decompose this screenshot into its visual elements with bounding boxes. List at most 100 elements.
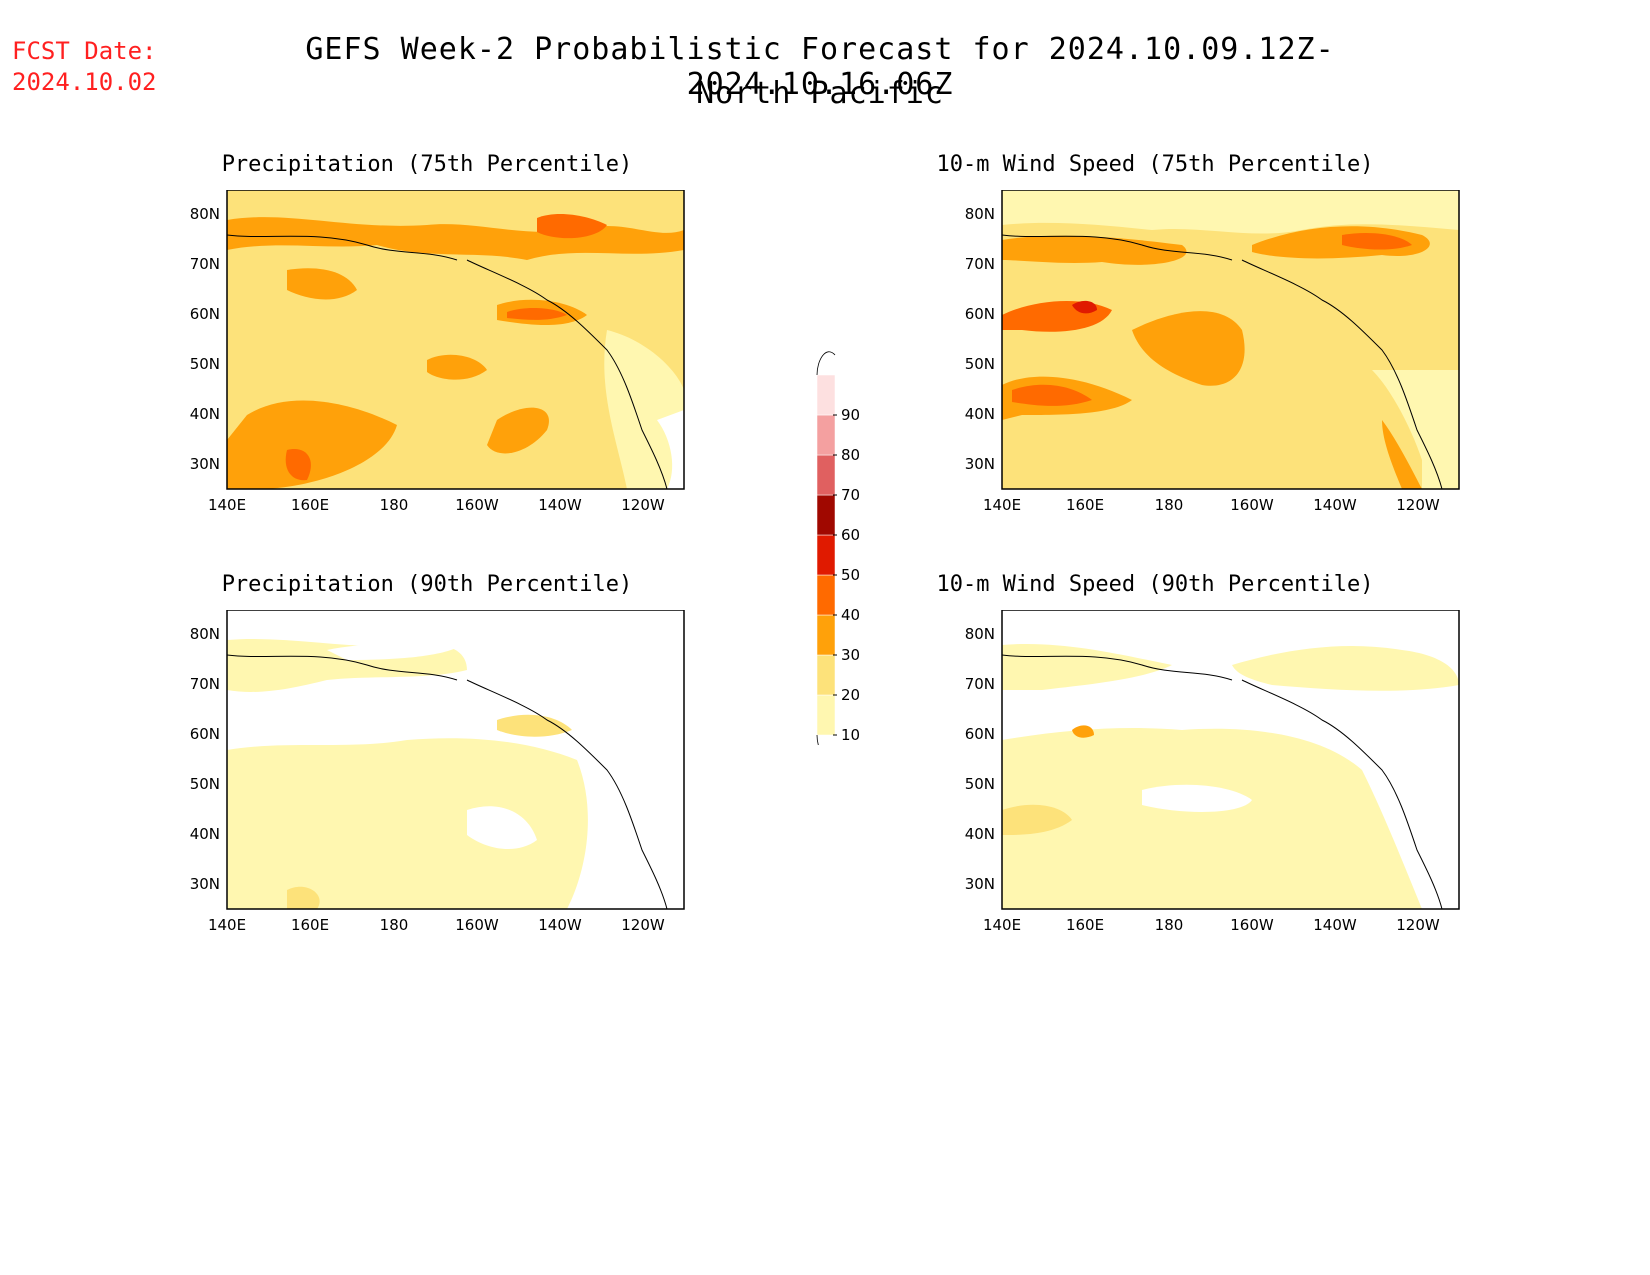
- shade-area-subtropical: [487, 407, 549, 454]
- map-area: [1001, 190, 1460, 490]
- lat-label: 50N: [965, 355, 995, 373]
- colorbar-swatch: [816, 414, 836, 456]
- colorbar-swatch: [816, 374, 836, 416]
- lon-label: 140E: [983, 916, 1021, 934]
- colorbar-label: 70: [841, 486, 860, 504]
- lon-label: 160W: [455, 916, 499, 934]
- lon-label: 140W: [1313, 496, 1357, 514]
- map-svg-wind-75: 80N 70N 60N 50N 40N 30N 140E 160E 180 16…: [965, 190, 1460, 514]
- colorbar-label: 90: [841, 406, 860, 424]
- map-panel-wind-75: 80N 70N 60N 50N 40N 30N 140E 160E 180 16…: [945, 190, 1465, 530]
- lon-label: 180: [380, 916, 409, 934]
- map-area: [1001, 610, 1460, 910]
- main-title: GEFS Week-2 Probabilistic Forecast for 2…: [305, 32, 1335, 102]
- map-frame: [226, 610, 685, 910]
- lat-label: 40N: [190, 405, 220, 423]
- colorbar-cap-top: [816, 351, 836, 376]
- lat-label: 80N: [965, 205, 995, 223]
- lon-label: 140E: [208, 916, 246, 934]
- shade-low-arctic: [1002, 190, 1459, 234]
- lon-label: 120W: [621, 916, 665, 934]
- shade-area-california: [1382, 420, 1422, 489]
- map-svg-precip-90: 80N 70N 60N 50N 40N 30N 140E 160E 180 16…: [190, 610, 685, 934]
- map-frame: [1001, 190, 1460, 490]
- shade-mid-jetstream: [1002, 804, 1072, 835]
- lon-label: 160W: [1230, 496, 1274, 514]
- shade-low-coast: [1372, 370, 1459, 489]
- lat-label: 80N: [190, 625, 220, 643]
- lat-label: 70N: [965, 255, 995, 273]
- coastline: [1001, 234, 1443, 490]
- colorbar-swatch: [816, 614, 836, 656]
- lat-label: 60N: [190, 305, 220, 323]
- colorbar-label: 30: [841, 646, 860, 664]
- map-area: [226, 610, 685, 910]
- lon-label: 160E: [291, 916, 329, 934]
- lon-label: 180: [380, 496, 409, 514]
- lat-label: 60N: [965, 725, 995, 743]
- lat-label: 70N: [190, 255, 220, 273]
- colorbar-swatch: [816, 694, 836, 736]
- lat-label: 40N: [965, 405, 995, 423]
- lon-label: 160E: [1066, 916, 1104, 934]
- shade-core-jetstream: [1012, 384, 1092, 406]
- shade-low-ocean: [227, 738, 588, 909]
- coastline: [226, 654, 668, 910]
- shade-low-coast: [604, 330, 684, 489]
- colorbar-svg: 10 20 30 40 50 60 70 80 90: [816, 351, 860, 745]
- lat-label: 30N: [190, 455, 220, 473]
- shade-none-central: [1142, 784, 1252, 812]
- lat-label: 80N: [965, 625, 995, 643]
- map-svg-wind-90: 80N 70N 60N 50N 40N 30N 140E 160E 180 16…: [965, 610, 1460, 934]
- lon-labels: 140E 160E 180 160W 140W 120W: [983, 916, 1440, 934]
- lon-labels: 140E 160E 180 160W 140W 120W: [208, 496, 665, 514]
- shade-core-okhotsk: [1072, 300, 1097, 314]
- shade-core-gulf: [507, 308, 567, 320]
- coastline: [226, 234, 668, 490]
- lat-label: 30N: [965, 455, 995, 473]
- forecast-date-value: 2024.10.02: [12, 68, 157, 96]
- shade-band-arctic: [227, 217, 684, 260]
- colorbar: 10 20 30 40 50 60 70 80 90: [805, 335, 875, 745]
- lat-labels: 80N 70N 60N 50N 40N 30N: [965, 625, 995, 893]
- shade-mid-gulf: [497, 714, 572, 737]
- colorbar-swatch: [816, 494, 836, 536]
- shade-band-arctic-east: [1252, 226, 1430, 259]
- lon-label: 140E: [983, 496, 1021, 514]
- lat-labels: 80N 70N 60N 50N 40N 30N: [190, 205, 220, 473]
- colorbar-swatch: [816, 534, 836, 576]
- shade-mid-southwest: [287, 886, 320, 909]
- colorbar-cap-bottom: [816, 734, 819, 745]
- shade-core-southwest: [285, 449, 311, 481]
- lat-label: 50N: [965, 775, 995, 793]
- lat-label: 30N: [965, 875, 995, 893]
- lon-label: 140W: [538, 916, 582, 934]
- lon-labels: 140E 160E 180 160W 140W 120W: [983, 496, 1440, 514]
- lon-label: 160E: [291, 496, 329, 514]
- lat-label: 60N: [965, 305, 995, 323]
- colorbar-swatch: [816, 654, 836, 696]
- region-title: North Pacific: [696, 76, 944, 111]
- lon-label: 140W: [538, 496, 582, 514]
- shade-core-okhotsk: [1072, 725, 1094, 738]
- colorbar-swatches: [816, 351, 837, 745]
- lon-label: 140W: [1313, 916, 1357, 934]
- colorbar-label: 20: [841, 686, 860, 704]
- map-frame: [226, 190, 685, 490]
- colorbar-label: 60: [841, 526, 860, 544]
- panel-title-precip-75: Precipitation (75th Percentile): [221, 152, 633, 177]
- map-frame: [1001, 610, 1460, 910]
- lon-label: 160W: [455, 496, 499, 514]
- colorbar-swatch: [816, 454, 836, 496]
- lat-label: 80N: [190, 205, 220, 223]
- lat-label: 70N: [190, 675, 220, 693]
- lon-label: 180: [1155, 496, 1184, 514]
- map-svg-precip-75: 80N 70N 60N 50N 40N 30N 140E 160E 180 16…: [190, 190, 685, 514]
- shade-band-arctic-west: [1002, 235, 1187, 265]
- shade-none-gap: [327, 640, 467, 660]
- coastline: [1001, 654, 1443, 910]
- lon-label: 160E: [1066, 496, 1104, 514]
- colorbar-label: 40: [841, 606, 860, 624]
- lat-label: 50N: [190, 355, 220, 373]
- colorbar-labels: 10 20 30 40 50 60 70 80 90: [841, 406, 860, 744]
